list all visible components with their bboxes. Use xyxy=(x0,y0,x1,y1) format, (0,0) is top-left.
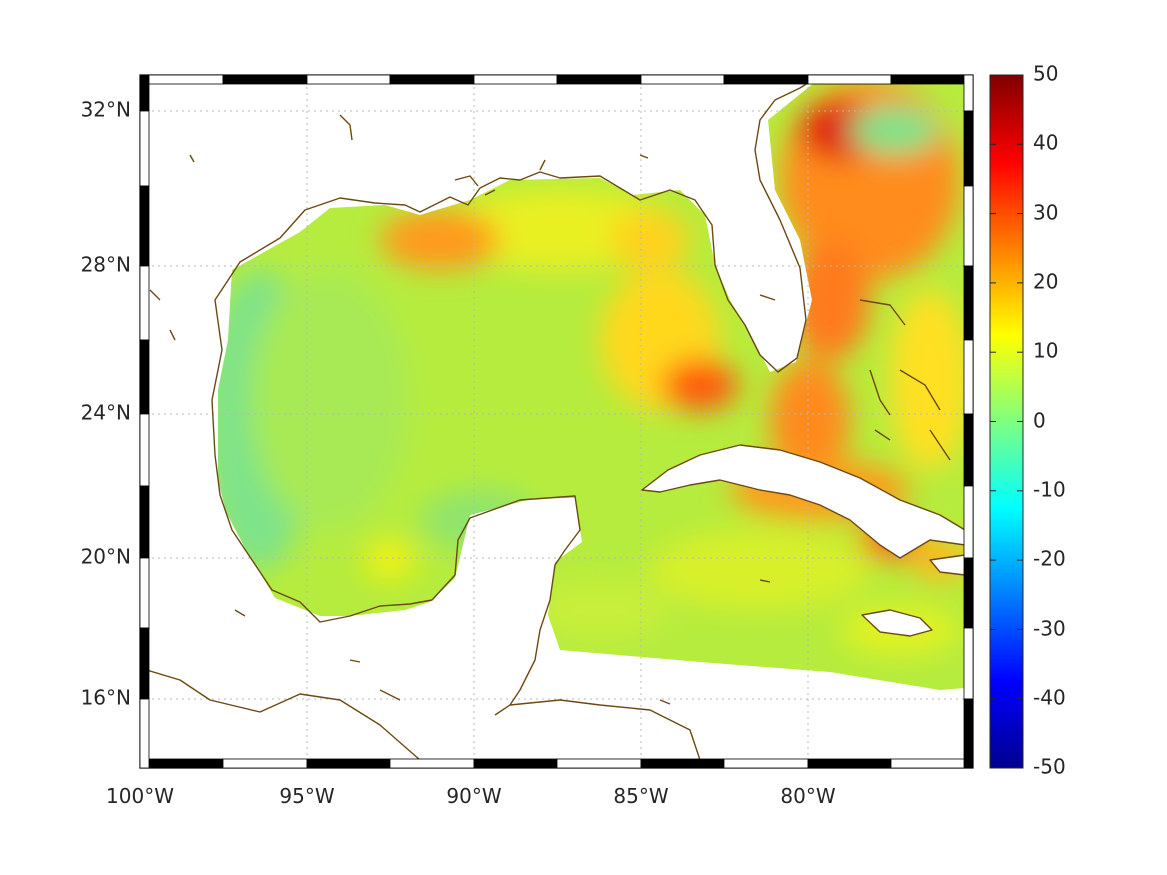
y-tick-label: 16°N xyxy=(81,686,131,710)
frame-segment-right xyxy=(963,413,974,487)
colorbar-label: -40 xyxy=(1033,686,1066,710)
x-tick-label: 95°W xyxy=(279,784,334,808)
frame-segment-left xyxy=(139,339,150,415)
x-axis-labels: 100°W 95°W 90°W 85°W 80°W xyxy=(106,784,836,808)
frame-segment-left xyxy=(139,265,150,341)
frame-segment-right xyxy=(963,339,974,415)
x-tick-label: 85°W xyxy=(613,784,668,808)
frame-segment-top xyxy=(640,74,725,85)
frame-segment-top xyxy=(556,74,642,85)
mexico-coastline xyxy=(214,454,581,716)
frame-segment-top xyxy=(139,74,224,85)
frame-segment-right xyxy=(963,185,974,267)
frame-segment-bottom xyxy=(807,758,892,769)
frame-segment-bottom xyxy=(640,758,725,769)
colorbar-label: 40 xyxy=(1033,131,1058,155)
gridlines xyxy=(140,75,973,768)
x-tick-label: 80°W xyxy=(780,784,835,808)
us-gulf-coastline xyxy=(211,75,821,456)
frame-segment-bottom xyxy=(723,758,809,769)
frame-segment-left xyxy=(139,485,150,559)
honduras-coastline xyxy=(509,699,701,761)
x-tick-label: 100°W xyxy=(106,784,174,808)
colorbar-ticks xyxy=(990,74,1023,769)
colorbar-label: 50 xyxy=(1033,62,1058,86)
colorbar-label: -30 xyxy=(1033,617,1066,641)
y-tick-label: 28°N xyxy=(81,253,131,277)
frame-segment-left xyxy=(139,627,150,700)
frame-segment-top xyxy=(222,74,308,85)
central-america-coastline xyxy=(140,667,431,768)
mississippi-delta xyxy=(454,159,546,196)
map-frame xyxy=(139,74,974,769)
colorbar-label: 20 xyxy=(1033,270,1058,294)
colorbar-label: -50 xyxy=(1033,755,1066,779)
colorbar-label: -10 xyxy=(1033,478,1066,502)
y-tick-label: 32°N xyxy=(81,98,131,122)
frame-segment-right xyxy=(963,698,974,769)
frame-segment-left xyxy=(139,413,150,487)
frame-segment-right xyxy=(963,627,974,700)
frame-segment-right xyxy=(963,485,974,559)
frame-segment-top xyxy=(723,74,809,85)
colorbar-label: 30 xyxy=(1033,201,1058,225)
frame-segment-bottom xyxy=(389,758,475,769)
frame-segment-left xyxy=(139,698,150,769)
colorbar-label: 0 xyxy=(1033,409,1046,433)
y-tick-label: 24°N xyxy=(81,401,131,425)
jamaica-island xyxy=(861,609,933,637)
frame-segment-top xyxy=(473,74,558,85)
frame-segment-right xyxy=(963,110,974,187)
frame-segment-top xyxy=(807,74,892,85)
frame-segment-right xyxy=(963,557,974,629)
colorbar-label: 10 xyxy=(1033,339,1058,363)
x-tick-label: 90°W xyxy=(446,784,501,808)
frame-segment-right xyxy=(963,74,974,112)
coastlines xyxy=(140,75,966,768)
frame-segment-left xyxy=(139,110,150,187)
colorbar-label: -20 xyxy=(1033,547,1066,571)
y-tick-label: 20°N xyxy=(81,545,131,569)
map-data-layer xyxy=(140,75,973,768)
colorbar: 50 40 30 20 10 0 -10 -20 -30 -40 -50 xyxy=(989,62,1066,779)
frame-segment-bottom xyxy=(139,758,224,769)
frame-segment-top xyxy=(389,74,475,85)
frame-segment-top xyxy=(890,74,974,85)
frame-segment-bottom xyxy=(306,758,391,769)
frame-segment-left xyxy=(139,557,150,629)
anomaly-blobs xyxy=(218,82,965,655)
frame-segment-right xyxy=(963,265,974,341)
frame-segment-bottom xyxy=(556,758,642,769)
frame-segment-left xyxy=(139,74,150,112)
frame-segment-bottom xyxy=(473,758,558,769)
small-islands xyxy=(149,114,771,705)
frame-segment-left xyxy=(139,185,150,267)
y-axis-labels: 32°N 28°N 24°N 20°N 16°N xyxy=(81,98,131,710)
frame-segment-bottom xyxy=(222,758,308,769)
frame-segment-top xyxy=(306,74,391,85)
frame-segment-bottom xyxy=(890,758,974,769)
cuba-island xyxy=(641,444,966,559)
bahamas-islands xyxy=(759,294,951,461)
